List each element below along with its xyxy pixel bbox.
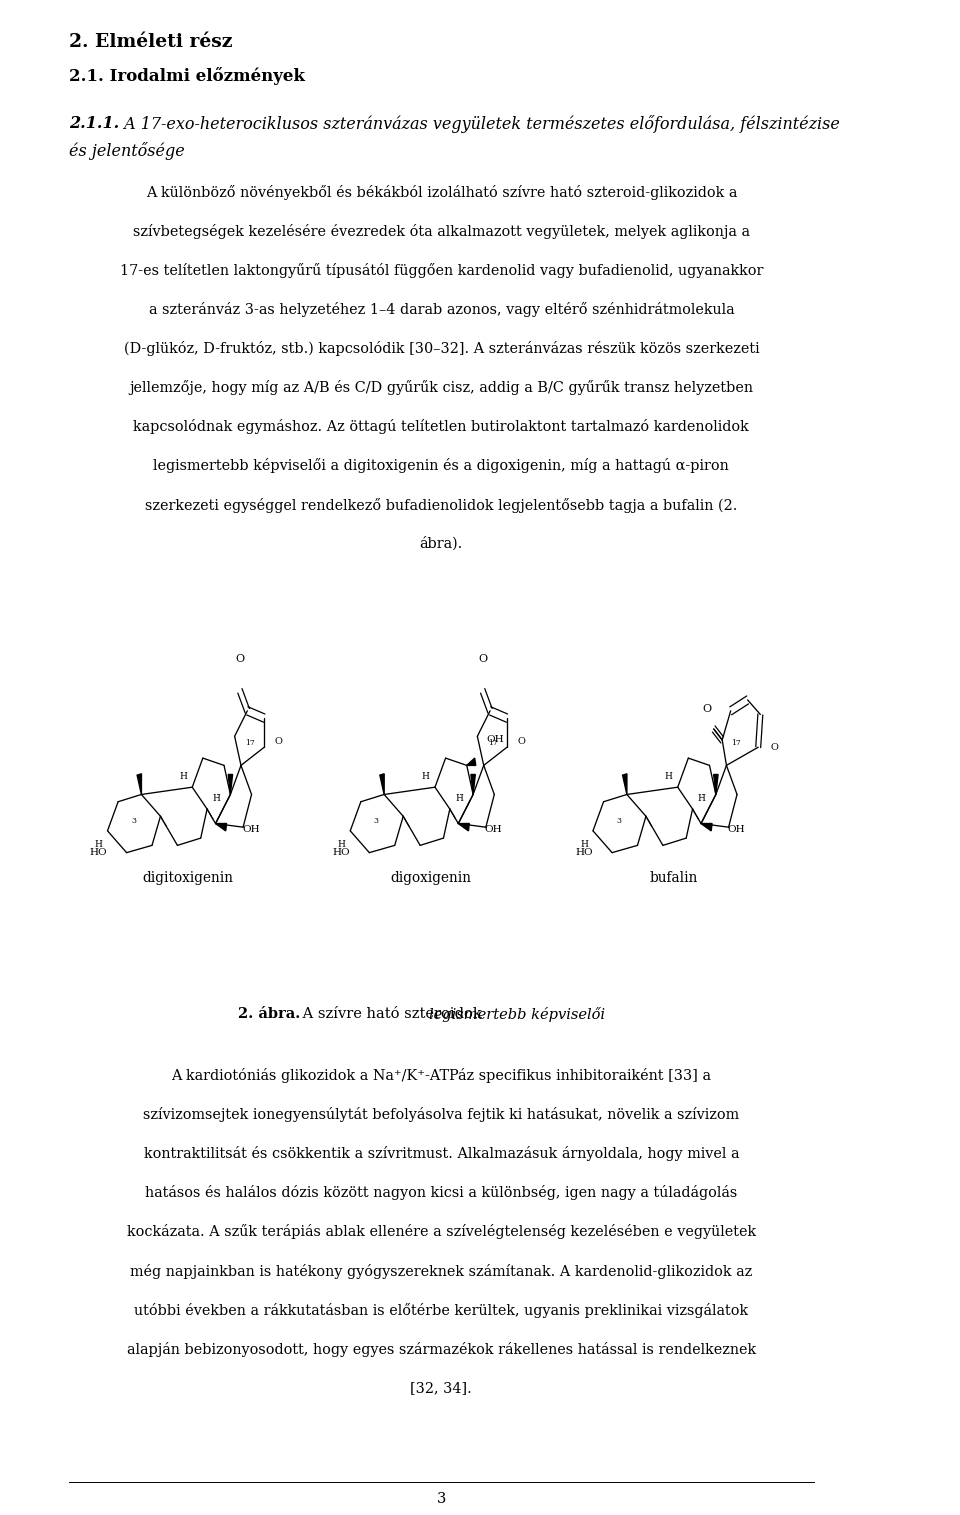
Text: O: O	[275, 736, 283, 745]
Text: digitoxigenin: digitoxigenin	[142, 871, 233, 885]
Text: utóbbi években a rákkutatásban is előtérbe kerültek, ugyanis preklinikai vizsgál: utóbbi években a rákkutatásban is előtér…	[134, 1303, 749, 1318]
Text: a szteránváz 3-as helyzetéhez 1–4 darab azonos, vagy eltérő szénhidrátmolekula: a szteránváz 3-as helyzetéhez 1–4 darab …	[149, 301, 734, 317]
Text: H: H	[421, 773, 430, 782]
Text: OH: OH	[485, 826, 502, 835]
Text: és jelentősége: és jelentősége	[69, 142, 184, 161]
Text: Ḣ: Ḣ	[212, 794, 220, 803]
Text: (D-glükóz, D-fruktóz, stb.) kapcsolódik [30–32]. A szteránvázas részük közös sze: (D-glükóz, D-fruktóz, stb.) kapcsolódik …	[124, 341, 759, 356]
Text: kapcsolódnak egymáshoz. Az öttagú telítetlen butirolaktont tartalmazó kardenolid: kapcsolódnak egymáshoz. Az öttagú telíte…	[133, 420, 749, 435]
Text: OH: OH	[728, 826, 745, 835]
Text: H: H	[664, 773, 672, 782]
Text: HO: HO	[575, 848, 592, 857]
Text: bufalin: bufalin	[649, 871, 698, 885]
Text: alapján bebizonyosodott, hogy egyes származékok rákellenes hatással is rendelkez: alapján bebizonyosodott, hogy egyes szár…	[127, 1342, 756, 1357]
Text: jellemzője, hogy míg az A/B és C/D gyűrűk cisz, addig a B/C gyűrűk transz helyze: jellemzője, hogy míg az A/B és C/D gyűrű…	[130, 380, 754, 395]
Text: Ḣ: Ḣ	[698, 794, 706, 803]
Text: O: O	[235, 653, 245, 664]
Text: 17-es telítetlen laktongyűrű típusától függően kardenolid vagy bufadienolid, ugy: 17-es telítetlen laktongyűrű típusától f…	[120, 264, 763, 279]
Text: A kardiotóniás glikozidok a Na⁺/K⁺-ATPáz specifikus inhibitoraiként [33] a: A kardiotóniás glikozidok a Na⁺/K⁺-ATPáz…	[171, 1068, 711, 1083]
Text: H: H	[580, 839, 588, 848]
Text: Ḣ: Ḣ	[455, 794, 463, 803]
Text: ábra).: ábra).	[420, 536, 463, 551]
Text: 17: 17	[731, 739, 740, 747]
Polygon shape	[458, 824, 469, 830]
Text: 3: 3	[373, 818, 379, 826]
Text: OH: OH	[486, 735, 504, 744]
Text: 17: 17	[246, 739, 255, 747]
Text: kontraktilitsát és csökkentik a szívritmust. Alkalmazásuk árnyoldala, hogy mivel: kontraktilitsát és csökkentik a szívritm…	[144, 1147, 739, 1162]
Polygon shape	[216, 824, 227, 830]
Text: 2. ábra.: 2. ábra.	[238, 1007, 300, 1021]
Text: 3: 3	[616, 818, 621, 826]
Text: 2.1.1.: 2.1.1.	[69, 115, 119, 132]
Polygon shape	[623, 774, 627, 794]
Text: szívizomsejtek ionegyensúlytát befolyásolva fejtik ki hatásukat, növelik a szívi: szívizomsejtek ionegyensúlytát befolyáso…	[143, 1107, 739, 1123]
Text: H: H	[180, 773, 187, 782]
Text: 17: 17	[488, 739, 498, 747]
Text: H: H	[95, 839, 103, 848]
Text: A különböző növényekből és békákból izolálható szívre ható szteroid-glikozidok a: A különböző növényekből és békákból izol…	[146, 185, 737, 200]
Text: 2.1. Irodalmi előzmények: 2.1. Irodalmi előzmények	[69, 67, 305, 85]
Polygon shape	[137, 774, 141, 794]
Text: O: O	[478, 653, 488, 664]
Text: H: H	[338, 839, 346, 848]
Text: A 17-exo-heterociklusos szteránvázas vegyületek természetes előfordulása, félszi: A 17-exo-heterociklusos szteránvázas veg…	[119, 115, 840, 133]
Text: 2. Elméleti rész: 2. Elméleti rész	[69, 33, 232, 52]
Text: 3: 3	[131, 818, 136, 826]
Polygon shape	[701, 824, 712, 830]
Polygon shape	[228, 774, 232, 794]
Polygon shape	[471, 774, 475, 794]
Text: szívbetegségek kezelésére évezredek óta alkalmazott vegyületek, melyek aglikonja: szívbetegségek kezelésére évezredek óta …	[132, 224, 750, 239]
Text: HO: HO	[332, 848, 349, 857]
Text: A szívre ható szteroidok: A szívre ható szteroidok	[299, 1007, 487, 1021]
Text: szerkezeti egységgel rendelkező bufadienolidok legjelentősebb tagja a bufalin (2: szerkezeti egységgel rendelkező bufadien…	[145, 497, 737, 512]
Text: 3: 3	[437, 1492, 446, 1506]
Text: O: O	[517, 736, 525, 745]
Text: hatásos és halálos dózis között nagyon kicsi a különbség, igen nagy a túladágolá: hatásos és halálos dózis között nagyon k…	[145, 1185, 737, 1200]
Text: legismertebb képviselői: legismertebb képviselői	[429, 1007, 605, 1023]
Polygon shape	[467, 758, 476, 765]
Text: O: O	[771, 742, 779, 751]
Text: OH: OH	[242, 826, 259, 835]
Text: digoxigenin: digoxigenin	[391, 871, 471, 885]
Text: kockázata. A szűk terápiás ablak ellenére a szívelégtelenség kezelésében e vegyü: kockázata. A szűk terápiás ablak ellenér…	[127, 1224, 756, 1239]
Text: még napjainkban is hatékony gyógyszereknek számítanak. A kardenolid-glikozidok a: még napjainkban is hatékony gyógyszerekn…	[131, 1264, 753, 1279]
Polygon shape	[713, 774, 718, 794]
Text: legismertebb képviselői a digitoxigenin és a digoxigenin, míg a hattagú α-piron: legismertebb képviselői a digitoxigenin …	[154, 459, 730, 474]
Text: O: O	[702, 704, 711, 714]
Text: [32, 34].: [32, 34].	[411, 1380, 472, 1395]
Polygon shape	[380, 774, 384, 794]
Text: HO: HO	[89, 848, 108, 857]
